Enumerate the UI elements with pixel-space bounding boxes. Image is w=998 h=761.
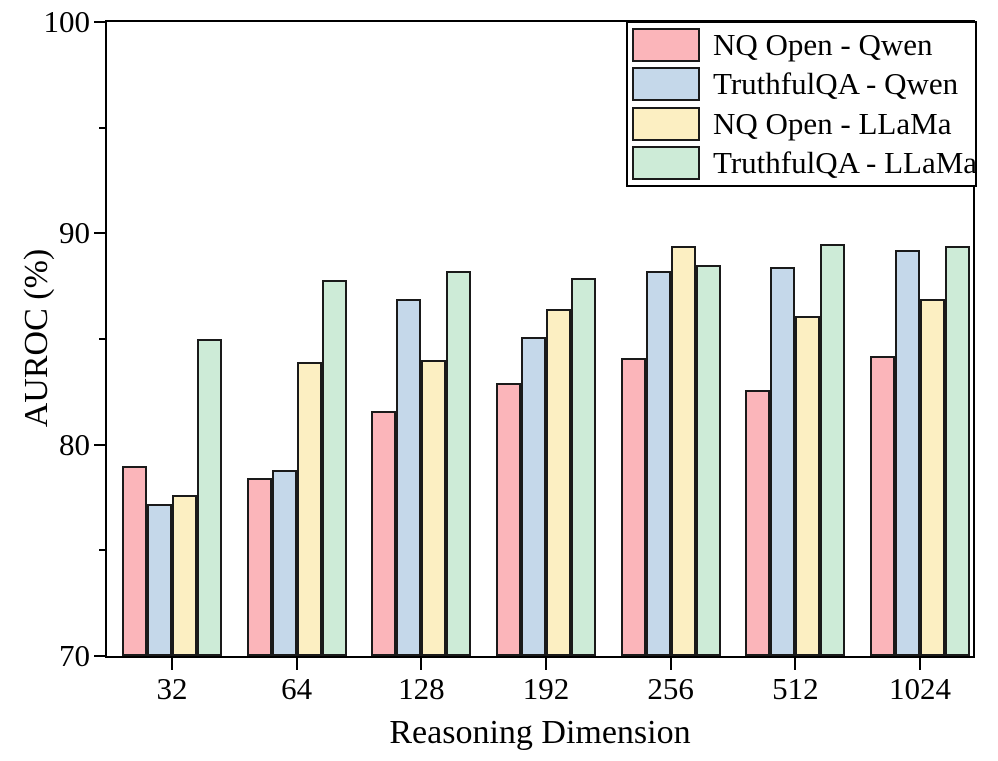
y-major-tick [94,21,105,23]
x-axis-title: Reasoning Dimension [0,714,998,752]
y-minor-tick [99,549,105,552]
bar-nq-open-llama-256 [670,246,696,656]
legend-swatch [632,27,700,62]
x-tick-label: 128 [398,671,445,706]
legend-swatch [632,106,700,141]
bar-truthfulqa-qwen-1024 [895,250,921,656]
bar-nq-open-qwen-1024 [870,356,896,656]
bar-nq-open-qwen-32 [122,466,147,656]
bar-truthfulqa-qwen-256 [645,271,671,656]
y-major-tick [94,655,105,657]
legend-label: TruthfulQA - Qwen [713,66,959,102]
bar-truthfulqa-qwen-512 [770,267,796,656]
y-tick-label: 100 [43,4,91,39]
x-tick-label: 192 [522,671,570,706]
x-tick-label: 512 [772,671,819,706]
y-major-tick [94,232,105,235]
bar-nq-open-llama-128 [421,360,447,656]
bar-truthfulqa-llama-512 [820,244,846,656]
bar-nq-open-llama-32 [172,495,197,656]
x-major-tick [420,658,423,670]
bar-truthfulqa-qwen-128 [396,299,422,656]
bar-nq-open-llama-64 [296,362,322,656]
x-tick-label: 256 [647,671,694,706]
y-tick-label: 80 [59,426,90,462]
bar-nq-open-qwen-512 [745,390,771,656]
bar-nq-open-llama-192 [546,309,571,656]
bar-truthfulqa-qwen-32 [147,504,172,656]
y-tick-label: 70 [59,638,90,673]
y-axis-title: AUROC (%) [18,248,55,428]
x-major-tick [669,658,672,670]
bar-truthfulqa-qwen-192 [521,337,546,656]
bar-truthfulqa-llama-256 [695,265,721,656]
x-major-tick [295,658,298,670]
bar-truthfulqa-llama-64 [321,280,347,656]
bar-nq-open-llama-1024 [920,299,946,656]
legend-swatch [632,67,700,102]
bar-truthfulqa-qwen-64 [271,470,297,656]
bar-nq-open-qwen-128 [371,411,397,656]
bar-nq-open-qwen-192 [496,383,521,656]
x-tick-label: 32 [156,671,188,706]
bar-truthfulqa-llama-32 [197,339,222,656]
legend: NQ Open - Qwen TruthfulQA - Qwen NQ Open -… [626,21,977,187]
bar-nq-open-llama-512 [795,316,821,656]
legend-row: NQ Open - Qwen [632,26,975,64]
bar-truthfulqa-llama-128 [446,271,472,656]
legend-label: NQ Open - Qwen [713,26,933,62]
x-axis-title-text: Reasoning Dimension [389,714,691,751]
legend-label: TruthfulQA - LLaMa [713,145,978,181]
legend-label: NQ Open - LLaMa [713,105,952,141]
y-major-tick [94,443,105,446]
y-minor-tick [99,338,105,340]
legend-row: TruthfulQA - Qwen [632,65,975,103]
bar-truthfulqa-llama-1024 [945,246,971,656]
x-major-tick [794,658,797,670]
x-major-tick [919,658,922,670]
x-tick-label: 64 [281,671,313,706]
legend-row: NQ Open - LLaMa [632,105,975,143]
x-tick-label: 1024 [889,671,952,706]
x-major-tick [545,658,547,670]
y-tick-label: 90 [59,215,90,251]
y-minor-tick [99,126,105,129]
bar-nq-open-qwen-64 [246,478,272,656]
bar-truthfulqa-llama-192 [571,278,596,656]
x-major-tick [171,658,173,670]
legend-swatch [632,146,700,181]
bar-nq-open-qwen-256 [620,358,646,656]
legend-row: TruthfulQA - LLaMa [632,144,978,182]
